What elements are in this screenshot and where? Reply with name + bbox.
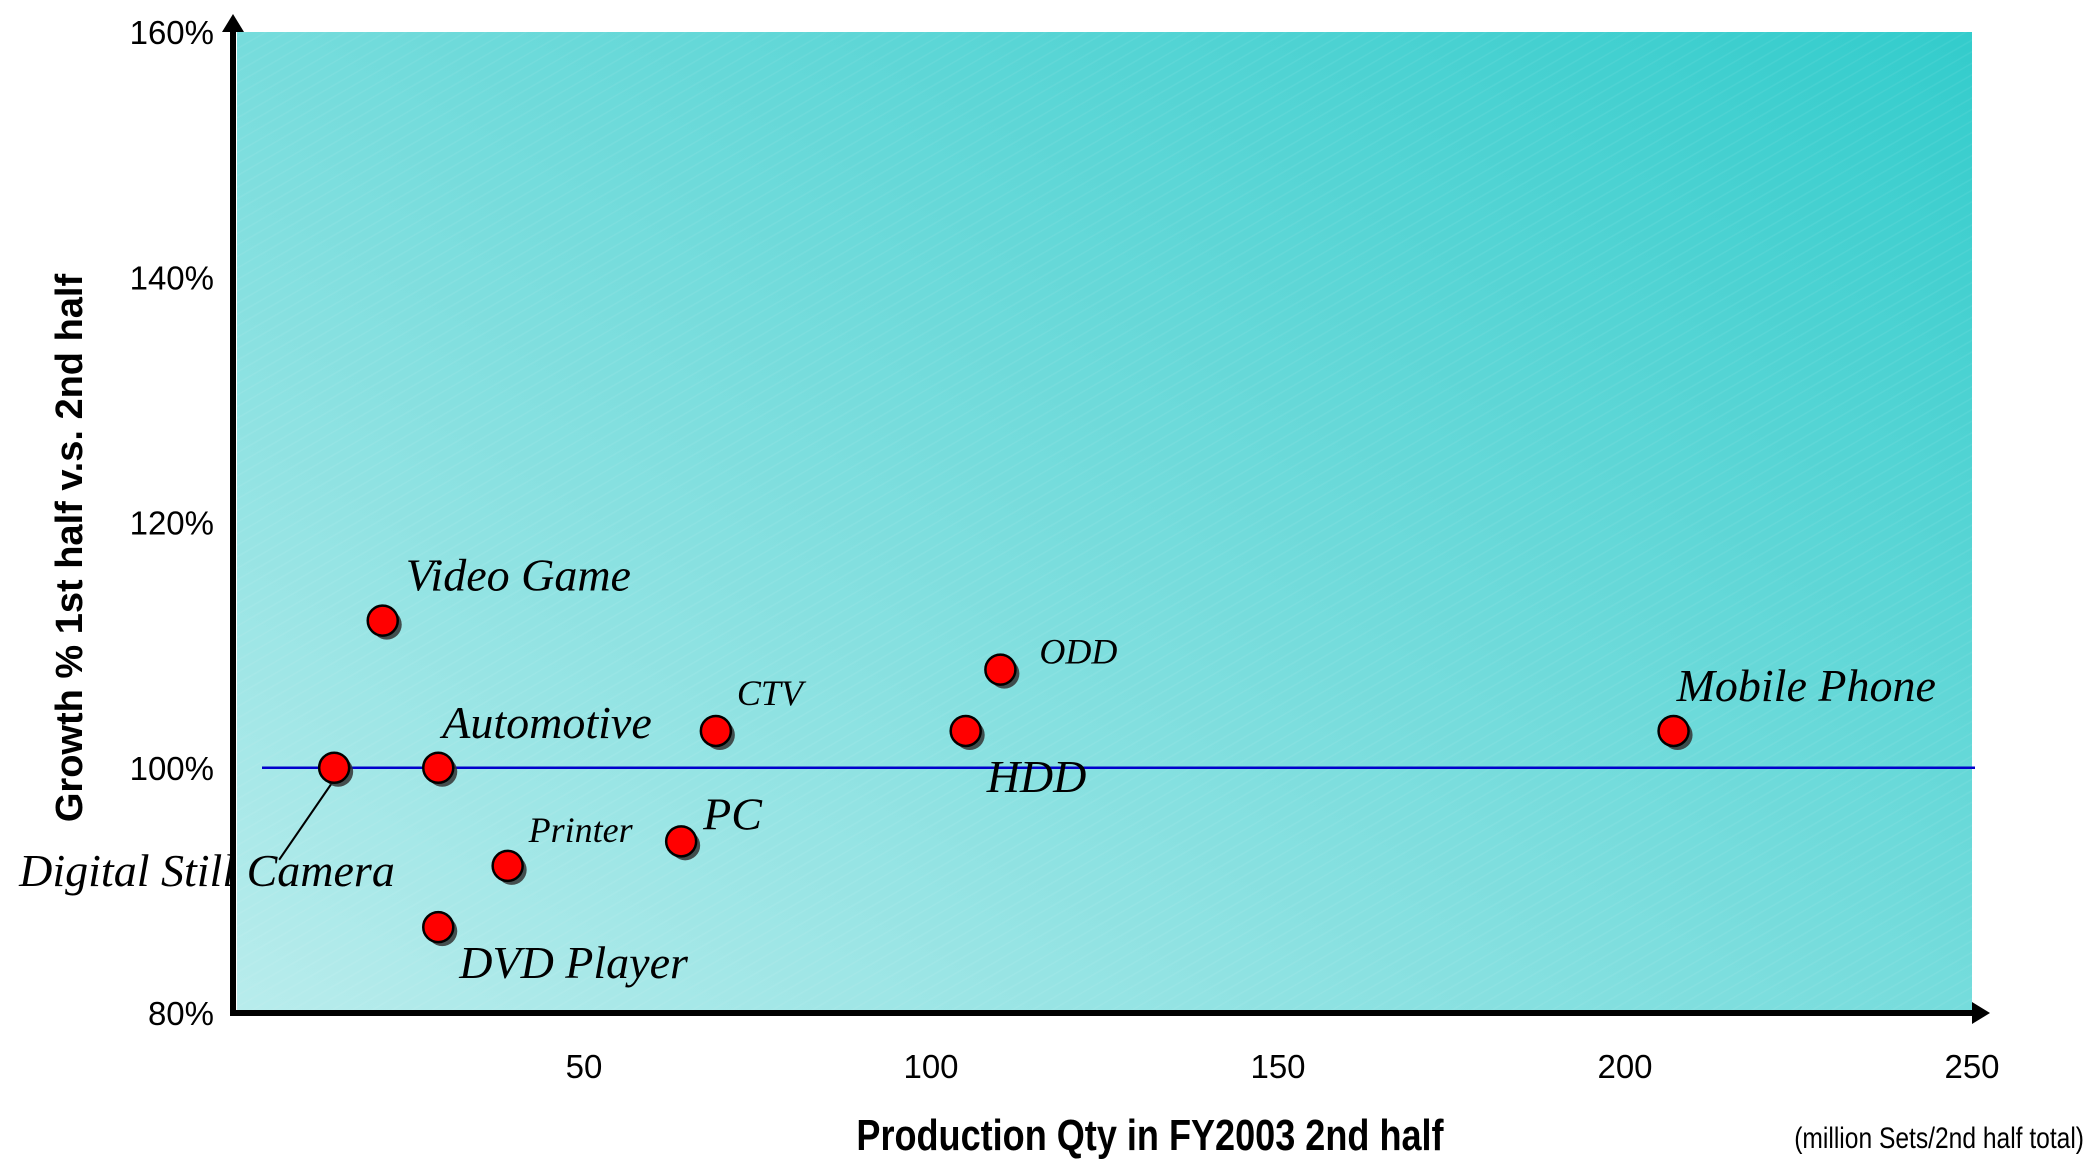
y-axis-title: Growth % 1st half v.s. 2nd half bbox=[49, 274, 91, 823]
data-point bbox=[699, 714, 733, 748]
data-point bbox=[422, 751, 455, 784]
y-tick-label: 80% bbox=[148, 995, 214, 1032]
x-axis-title: Production Qty in FY2003 2nd half bbox=[856, 1111, 1444, 1160]
y-tick-label: 140% bbox=[130, 259, 214, 296]
data-point bbox=[984, 653, 1017, 686]
point-label: PC bbox=[702, 788, 763, 839]
y-tick-label: 160% bbox=[130, 14, 214, 51]
data-point bbox=[317, 751, 351, 784]
y-axis-arrowhead bbox=[222, 14, 244, 32]
data-point bbox=[366, 604, 399, 637]
x-tick-label: 50 bbox=[566, 1048, 603, 1085]
point-label: Automotive bbox=[439, 697, 652, 748]
data-point bbox=[664, 825, 698, 858]
label-leader-line bbox=[278, 779, 335, 861]
point-label: Digital Still Camera bbox=[18, 845, 395, 896]
point-label: Mobile Phone bbox=[1676, 660, 1936, 711]
x-tick-label: 200 bbox=[1597, 1048, 1652, 1085]
x-axis-arrowhead bbox=[1972, 1002, 1990, 1024]
point-label: CTV bbox=[737, 673, 807, 713]
y-tick-label: 100% bbox=[130, 750, 214, 787]
data-point bbox=[422, 910, 455, 944]
plot-background-texture bbox=[237, 32, 1972, 1013]
point-label: Video Game bbox=[406, 550, 631, 601]
x-tick-label: 250 bbox=[1944, 1048, 1999, 1085]
point-label: Printer bbox=[528, 810, 634, 850]
data-point bbox=[491, 849, 524, 883]
data-point bbox=[1657, 714, 1690, 748]
y-tick-label: 120% bbox=[130, 505, 214, 542]
point-label: ODD bbox=[1039, 632, 1117, 672]
x-tick-label: 150 bbox=[1250, 1048, 1305, 1085]
x-tick-label: 100 bbox=[903, 1048, 958, 1085]
point-label: DVD Player bbox=[458, 937, 689, 988]
x-axis-unit-note: (million Sets/2nd half total) bbox=[1794, 1121, 2084, 1155]
data-point bbox=[949, 714, 982, 748]
point-label: HDD bbox=[986, 751, 1087, 802]
